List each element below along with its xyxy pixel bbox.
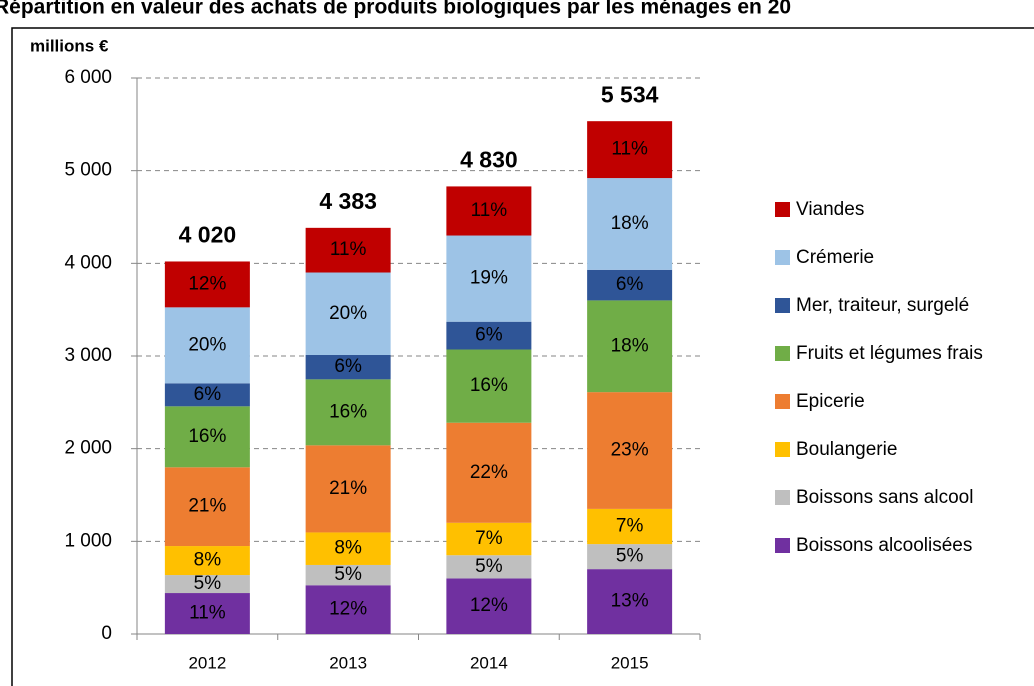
y-tick-label: 2 000 — [64, 438, 112, 459]
bar-segment — [305, 532, 391, 565]
bar-segment — [305, 445, 391, 533]
legend-label: Viandes — [796, 199, 864, 220]
data-label: 23% — [611, 440, 649, 461]
data-label: 6% — [616, 274, 644, 295]
data-label: 12% — [470, 595, 508, 616]
bar-segment — [164, 546, 250, 576]
legend-swatch — [775, 298, 790, 313]
total-label: 5 534 — [601, 81, 659, 107]
data-label: 20% — [188, 334, 226, 355]
bar-segment — [446, 235, 532, 322]
legend-label: Mer, traiteur, surgelé — [796, 295, 969, 316]
bar-segment — [587, 569, 673, 634]
data-label: 6% — [334, 356, 362, 377]
bar-segment — [446, 555, 532, 579]
bar-segment — [305, 379, 391, 446]
data-label: 5% — [194, 573, 222, 594]
y-tick-label: 1 000 — [64, 530, 112, 551]
legend-swatch — [775, 394, 790, 409]
data-label: 16% — [188, 426, 226, 447]
y-tick-label: 3 000 — [64, 345, 112, 366]
bar-segment — [164, 593, 250, 634]
y-tick-label: 0 — [101, 623, 112, 644]
data-label: 6% — [475, 325, 503, 346]
data-label: 11% — [189, 603, 226, 624]
legend-label: Epicerie — [796, 391, 865, 412]
data-label: 21% — [188, 496, 226, 517]
bar-segment — [446, 186, 532, 236]
total-label: 4 383 — [319, 188, 377, 214]
chart-title: Répartition en valeur des achats de prod… — [0, 0, 791, 19]
bar-segment — [587, 300, 673, 393]
bar-segment — [587, 121, 673, 179]
bar-segment — [587, 508, 673, 545]
bar-segment — [446, 578, 532, 634]
bar-segment — [587, 392, 673, 509]
data-label: 12% — [188, 273, 226, 294]
legend-swatch — [775, 202, 790, 217]
data-label: 18% — [611, 213, 649, 234]
bar-segment — [305, 564, 391, 586]
data-label: 13% — [611, 591, 649, 612]
x-tick-label: 2014 — [470, 653, 508, 672]
legend-label: Boissons alcoolisées — [796, 535, 972, 556]
bar-segment — [587, 269, 673, 301]
data-label: 22% — [470, 462, 508, 483]
data-label: 11% — [471, 200, 508, 221]
bar-segment — [305, 227, 391, 273]
x-tick-label: 2013 — [329, 653, 367, 672]
legend-swatch — [775, 490, 790, 505]
bar-segment — [164, 406, 250, 468]
bar-segment — [305, 272, 391, 355]
bar-segment — [305, 354, 391, 380]
legend-label: Fruits et légumes frais — [796, 343, 983, 364]
data-label: 21% — [329, 478, 367, 499]
y-axis-label: millions € — [30, 36, 109, 55]
chart-frame — [11, 27, 1034, 686]
data-label: 20% — [329, 303, 367, 324]
y-tick-label: 4 000 — [64, 252, 112, 273]
bar-segment — [305, 585, 391, 634]
data-label: 8% — [334, 538, 362, 559]
y-tick-label: 6 000 — [64, 67, 112, 88]
bar-segment — [446, 422, 532, 523]
bar-segment — [446, 349, 532, 423]
data-label: 5% — [475, 556, 503, 577]
data-label: 11% — [330, 239, 367, 260]
data-label: 5% — [334, 564, 362, 585]
bar-segment — [164, 467, 250, 547]
bar-segment — [587, 544, 673, 570]
bar-segment — [446, 522, 532, 556]
data-label: 11% — [611, 139, 648, 160]
data-label: 18% — [611, 335, 649, 356]
legend-swatch — [775, 250, 790, 265]
data-label: 8% — [194, 550, 222, 571]
data-label: 12% — [329, 599, 367, 620]
y-tick-label: 5 000 — [64, 160, 112, 181]
legend-label: Boulangerie — [796, 439, 897, 460]
bar-segment — [164, 307, 250, 384]
data-label: 16% — [329, 401, 367, 422]
data-label: 5% — [616, 546, 644, 567]
data-label: 7% — [475, 528, 503, 549]
total-label: 4 020 — [179, 222, 237, 248]
data-label: 16% — [470, 375, 508, 396]
legend-swatch — [775, 538, 790, 553]
bar-segment — [446, 321, 532, 350]
legend-swatch — [775, 442, 790, 457]
bar-segment — [164, 383, 250, 407]
legend-label: Crémerie — [796, 247, 874, 268]
total-label: 4 830 — [460, 146, 518, 172]
x-tick-label: 2012 — [188, 653, 226, 672]
x-tick-label: 2015 — [611, 653, 649, 672]
data-label: 6% — [194, 384, 222, 405]
legend-label: Boissons sans alcool — [796, 487, 973, 508]
data-label: 7% — [616, 516, 644, 537]
bar-segment — [164, 261, 250, 308]
bar-segment — [587, 178, 673, 270]
data-label: 19% — [470, 268, 508, 289]
legend-swatch — [775, 346, 790, 361]
bar-segment — [164, 575, 250, 594]
